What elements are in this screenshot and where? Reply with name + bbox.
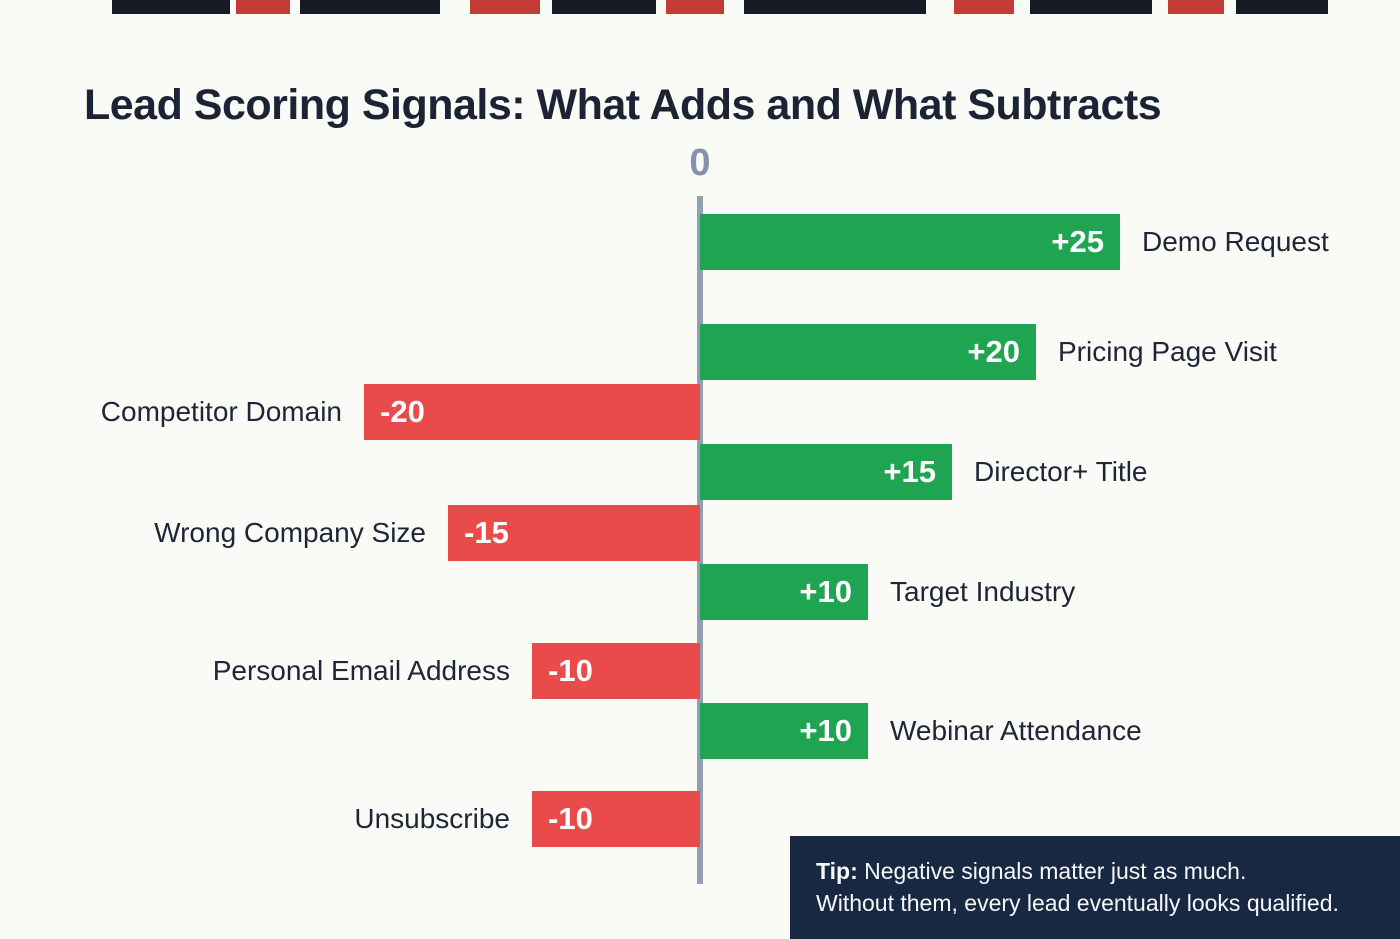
zero-axis-line — [697, 196, 703, 884]
decor-segment — [236, 0, 290, 14]
bar-category-label-personal-email-address: Personal Email Address — [212, 655, 510, 686]
tip-line2: Without them, every lead eventually look… — [816, 890, 1339, 916]
bar-category-label-target-industry: Target Industry — [890, 576, 1076, 607]
bar-pricing-page-visit: +20 — [700, 324, 1036, 380]
bar-target-industry: +10 — [700, 564, 868, 620]
tip-prefix: Tip: — [816, 858, 858, 884]
decor-segment — [666, 0, 724, 14]
bar-category-label-pricing-page-visit: Pricing Page Visit — [1058, 336, 1277, 367]
bar-category-label-unsubscribe: Unsubscribe — [354, 803, 510, 834]
bar-value-label: +25 — [1051, 224, 1104, 259]
bar-director-title: +15 — [700, 444, 952, 500]
zero-axis-label: 0 — [689, 142, 711, 184]
decor-segment — [954, 0, 1014, 14]
decor-segment — [1030, 0, 1152, 14]
bar-wrong-company-size: -15 — [448, 505, 700, 561]
bar-value-label: +10 — [799, 713, 852, 748]
bar-category-label-webinar-attendance: Webinar Attendance — [890, 715, 1142, 746]
decor-segment — [1236, 0, 1328, 14]
bar-category-label-director-title: Director+ Title — [974, 456, 1148, 487]
top-crop-decoration — [0, 0, 1400, 14]
bar-demo-request: +25 — [700, 214, 1120, 270]
bar-competitor-domain: -20 — [364, 384, 700, 440]
bar-category-label-competitor-domain: Competitor Domain — [100, 396, 342, 427]
bar-value-label: +10 — [799, 574, 852, 609]
bar-webinar-attendance: +10 — [700, 703, 868, 759]
decor-segment — [552, 0, 656, 14]
bar-value-label: +20 — [967, 334, 1020, 369]
decor-segment — [300, 0, 440, 14]
tip-line1: Negative signals matter just as much. — [857, 858, 1247, 884]
bar-personal-email-address: -10 — [532, 643, 700, 699]
bar-value-label: -20 — [380, 394, 425, 429]
bar-value-label: -15 — [464, 515, 509, 550]
page-title: Lead Scoring Signals: What Adds and What… — [84, 80, 1162, 129]
bar-value-label: -10 — [548, 653, 593, 688]
bar-category-label-demo-request: Demo Request — [1142, 226, 1329, 257]
decor-segment — [1168, 0, 1224, 14]
bar-category-label-wrong-company-size: Wrong Company Size — [154, 517, 426, 548]
bar-unsubscribe: -10 — [532, 791, 700, 847]
bar-value-label: +15 — [883, 454, 936, 489]
decor-segment — [112, 0, 230, 14]
tip-callout: Tip: Negative signals matter just as muc… — [790, 836, 1400, 939]
decor-segment — [470, 0, 540, 14]
decor-segment — [744, 0, 926, 14]
bar-value-label: -10 — [548, 801, 593, 836]
